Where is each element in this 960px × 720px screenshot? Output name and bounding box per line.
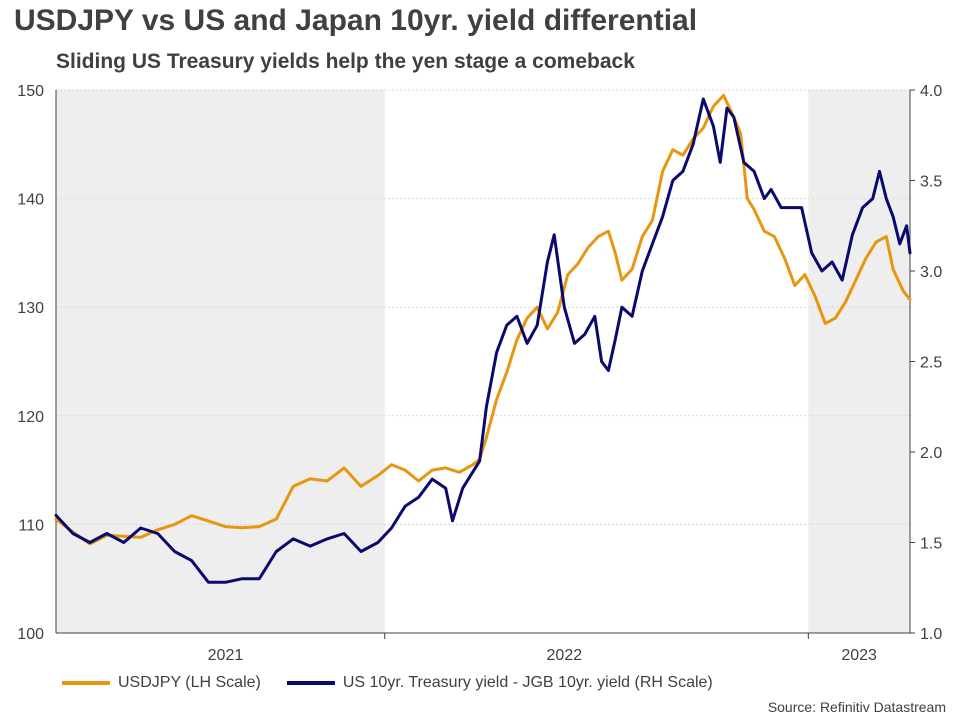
legend: USDJPY (LH Scale) US 10yr. Treasury yiel… bbox=[62, 674, 739, 692]
legend-item-spread[interactable]: US 10yr. Treasury yield - JGB 10yr. yiel… bbox=[286, 674, 713, 692]
legend-label-usdjpy: USDJPY (LH Scale) bbox=[118, 674, 261, 691]
y-right-tick-label: 1.0 bbox=[920, 626, 942, 643]
source-note: Source: Refinitiv Datastream bbox=[767, 699, 946, 715]
y-left-tick-label: 150 bbox=[17, 83, 44, 100]
chart-title: USDJPY vs US and Japan 10yr. yield diffe… bbox=[14, 4, 698, 37]
y-left-tick-label: 100 bbox=[17, 626, 44, 643]
y-left-tick-label: 130 bbox=[17, 300, 44, 317]
y-left-tick-label: 110 bbox=[18, 517, 44, 534]
legend-swatch-usdjpy bbox=[62, 681, 110, 685]
series-line-yield-spread bbox=[54, 97, 912, 584]
y-right-tick-label: 4.0 bbox=[920, 83, 942, 100]
y-right-tick-label: 1.5 bbox=[920, 536, 942, 553]
x-tick-label: 2021 bbox=[208, 647, 244, 664]
x-tick-label: 2022 bbox=[547, 647, 583, 664]
chart-subtitle: Sliding US Treasury yields help the yen … bbox=[56, 50, 635, 73]
series-line-usdjpy bbox=[54, 93, 912, 546]
legend-label-spread: US 10yr. Treasury yield - JGB 10yr. yiel… bbox=[342, 674, 713, 691]
y-left-tick-label: 140 bbox=[17, 192, 44, 209]
y-right-tick-label: 2.0 bbox=[920, 445, 942, 462]
y-right-tick-label: 3.0 bbox=[920, 264, 942, 281]
y-left-tick-label: 120 bbox=[17, 409, 44, 426]
y-right-tick-label: 2.5 bbox=[920, 355, 942, 372]
y-right-tick-label: 3.5 bbox=[920, 174, 942, 191]
x-tick-label: 2023 bbox=[841, 647, 877, 664]
shaded-region-1 bbox=[808, 90, 910, 633]
legend-swatch-spread bbox=[286, 681, 335, 685]
shaded-region-0 bbox=[56, 90, 385, 633]
legend-item-usdjpy[interactable]: USDJPY (LH Scale) bbox=[62, 674, 261, 692]
